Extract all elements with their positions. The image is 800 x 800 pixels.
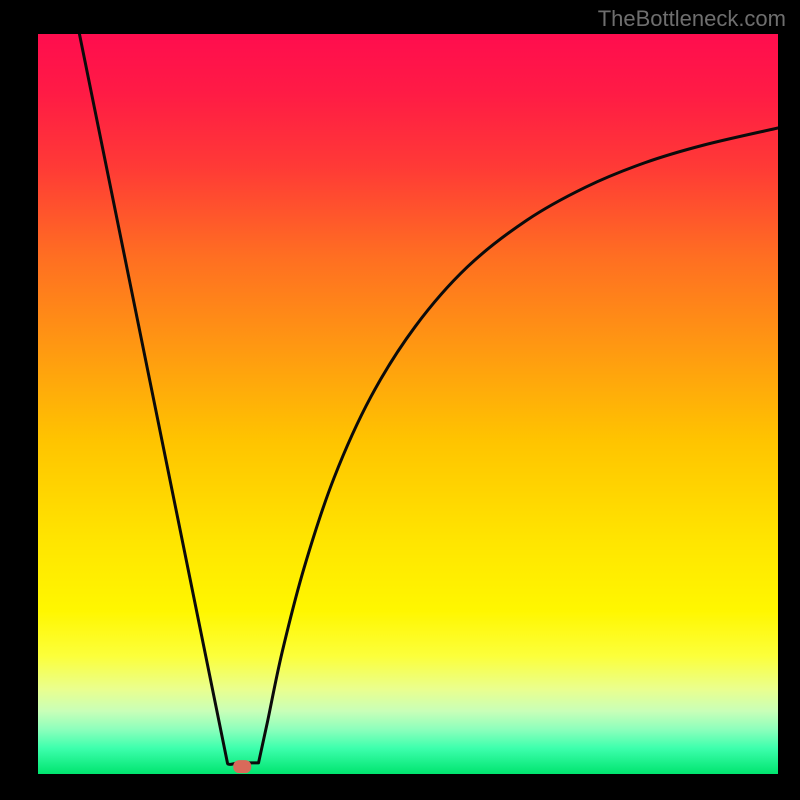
gradient-background (38, 34, 778, 774)
optimum-marker (233, 760, 251, 773)
watermark-text: TheBottleneck.com (598, 6, 786, 32)
chart-root: TheBottleneck.com (0, 0, 800, 800)
plot-svg (38, 34, 778, 774)
plot-area (38, 34, 778, 774)
